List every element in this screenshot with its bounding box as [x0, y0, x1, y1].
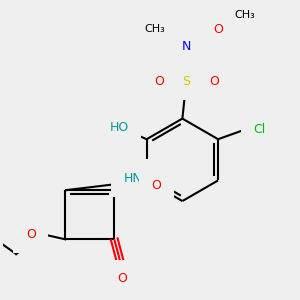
- Text: Cl: Cl: [254, 123, 266, 136]
- Text: N: N: [182, 40, 191, 53]
- Text: O: O: [117, 272, 127, 285]
- Text: HN: HN: [124, 172, 142, 185]
- Text: O: O: [26, 228, 36, 241]
- Text: O: O: [209, 75, 219, 88]
- Text: CH₃: CH₃: [235, 10, 256, 20]
- Text: S: S: [182, 75, 190, 88]
- Text: O: O: [213, 23, 223, 36]
- Text: CH₃: CH₃: [145, 24, 165, 34]
- Text: O: O: [152, 179, 161, 192]
- Text: HO: HO: [110, 121, 129, 134]
- Text: O: O: [154, 75, 164, 88]
